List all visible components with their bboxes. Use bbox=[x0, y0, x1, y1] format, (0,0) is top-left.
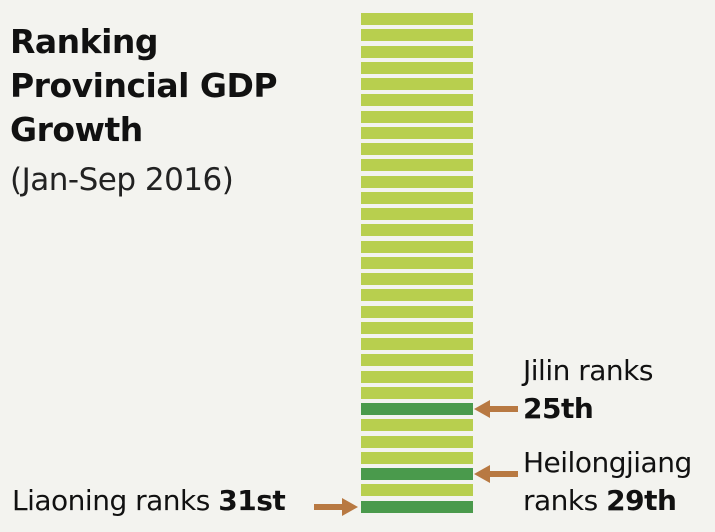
rank-bar-21 bbox=[361, 338, 473, 350]
rank-bar-2 bbox=[361, 29, 473, 42]
rank-bar-9 bbox=[361, 143, 473, 155]
rank-bar-4 bbox=[361, 61, 473, 74]
rank-bar-29 bbox=[361, 468, 473, 480]
rank-bar-6 bbox=[361, 94, 473, 107]
rank-bar-20 bbox=[361, 321, 473, 334]
jilin-arrow-icon bbox=[474, 400, 518, 418]
rank-bar-5 bbox=[361, 78, 473, 90]
liaoning-label-text: Liaoning ranks bbox=[12, 484, 219, 517]
heilongjiang-arrow-icon bbox=[474, 465, 518, 483]
rank-bar-8 bbox=[361, 126, 473, 139]
rank-bar-17 bbox=[361, 273, 473, 285]
rank-bar-27 bbox=[361, 435, 473, 448]
jilin-label: Jilin ranks 25th bbox=[523, 352, 653, 428]
rank-bar-24 bbox=[361, 386, 473, 399]
rank-bar-15 bbox=[361, 240, 473, 253]
title-line-2: Provincial GDP bbox=[10, 66, 278, 105]
title-line-3: Growth bbox=[10, 110, 143, 149]
rank-bar-1 bbox=[361, 13, 473, 25]
rank-bar-3 bbox=[361, 45, 473, 58]
rank-bar-22 bbox=[361, 354, 473, 367]
rank-bar-30 bbox=[361, 484, 473, 497]
rank-bar-28 bbox=[361, 451, 473, 464]
heilongjiang-label-text: Heilongjiang bbox=[523, 446, 692, 479]
rank-bar-16 bbox=[361, 256, 473, 269]
rank-bar-18 bbox=[361, 289, 473, 302]
rank-bar-11 bbox=[361, 175, 473, 188]
rank-bar-13 bbox=[361, 208, 473, 220]
rank-bar-12 bbox=[361, 191, 473, 204]
heilongjiang-ranks-word: ranks bbox=[523, 484, 607, 517]
chart-title: Ranking Provincial GDP Growth bbox=[10, 20, 278, 152]
jilin-rank: 25th bbox=[523, 392, 594, 425]
rank-bar-23 bbox=[361, 370, 473, 383]
title-line-1: Ranking bbox=[10, 22, 159, 61]
rank-bar-25 bbox=[361, 403, 473, 415]
liaoning-rank: 31st bbox=[218, 484, 286, 517]
rank-bar-31 bbox=[361, 500, 473, 513]
chart-subtitle: (Jan-Sep 2016) bbox=[10, 162, 234, 198]
heilongjiang-rank: 29th bbox=[606, 484, 677, 517]
rank-bar-19 bbox=[361, 305, 473, 318]
rank-bar-14 bbox=[361, 224, 473, 237]
liaoning-label: Liaoning ranks 31st bbox=[12, 482, 286, 520]
liaoning-arrow-icon bbox=[314, 498, 358, 516]
heilongjiang-label: Heilongjiang ranks 29th bbox=[523, 444, 692, 520]
jilin-label-text: Jilin ranks bbox=[523, 354, 653, 387]
rank-bar-7 bbox=[361, 110, 473, 123]
rank-bar-26 bbox=[361, 419, 473, 432]
rank-bar-10 bbox=[361, 159, 473, 172]
ranking-bar-stack bbox=[361, 13, 473, 518]
